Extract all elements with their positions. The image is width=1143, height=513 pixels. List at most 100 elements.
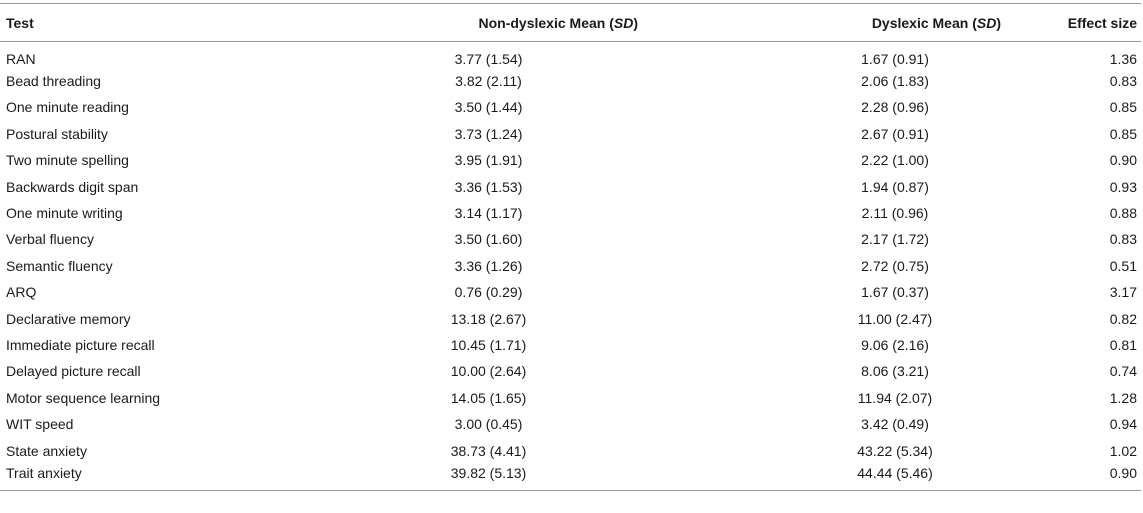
cell-test: State anxiety	[6, 442, 87, 459]
table-body: RAN 3.77 (1.54) 1.67 (0.91) 1.36 Bead th…	[0, 42, 1141, 491]
cell-effect-size: 0.93	[1109, 178, 1137, 195]
cell-test: RAN	[6, 50, 36, 67]
table-row: Two minute spelling 3.95 (1.91) 2.22 (1.…	[0, 147, 1141, 173]
cell-dyslexic: 1.94 (0.87)	[861, 178, 929, 195]
cell-effect-size: 0.74	[1109, 363, 1137, 380]
table-row: RAN 3.77 (1.54) 1.67 (0.91) 1.36	[0, 42, 1141, 68]
cell-effect-size: 0.82	[1109, 310, 1137, 327]
cell-dyslexic: 2.06 (1.83)	[861, 73, 929, 90]
cell-effect-size: 1.28	[1109, 389, 1137, 406]
cell-non-dyslexic: 3.95 (1.91)	[454, 152, 523, 169]
table-row: Verbal fluency 3.50 (1.60) 2.17 (1.72) 0…	[0, 226, 1141, 252]
cell-test: One minute reading	[6, 99, 129, 116]
cell-effect-size: 0.85	[1109, 99, 1137, 116]
table-header: Test Non-dyslexic Mean (SD) Dyslexic Mea…	[0, 3, 1141, 42]
table-row: State anxiety 38.73 (4.41) 43.22 (5.34) …	[0, 437, 1141, 463]
cell-test: ARQ	[6, 284, 37, 301]
header-non-dyslexic-sd: SD	[613, 14, 634, 31]
cell-dyslexic: 43.22 (5.34)	[857, 442, 933, 459]
header-effect-size: Effect size	[1059, 4, 1141, 42]
results-table: Test Non-dyslexic Mean (SD) Dyslexic Mea…	[0, 3, 1141, 491]
cell-non-dyslexic: 10.00 (2.64)	[450, 363, 527, 380]
cell-effect-size: 0.81	[1109, 336, 1137, 353]
header-test: Test	[0, 4, 246, 42]
table-row: Backwards digit span 3.36 (1.53) 1.94 (0…	[0, 173, 1141, 199]
cell-test: Backwards digit span	[6, 178, 139, 195]
table-row: WIT speed 3.00 (0.45) 3.42 (0.49) 0.94	[0, 411, 1141, 437]
cell-test: Postural stability	[6, 125, 108, 142]
table-row: Motor sequence learning 14.05 (1.65) 11.…	[0, 385, 1141, 411]
cell-effect-size: 0.94	[1109, 416, 1137, 433]
cell-test: One minute writing	[6, 205, 123, 222]
cell-test: Delayed picture recall	[6, 363, 141, 380]
cell-dyslexic: 2.28 (0.96)	[861, 99, 929, 116]
table-row: Postural stability 3.73 (1.24) 2.67 (0.9…	[0, 121, 1141, 147]
cell-non-dyslexic: 3.73 (1.24)	[454, 125, 523, 142]
cell-test: Semantic fluency	[6, 257, 113, 274]
cell-non-dyslexic: 38.73 (4.41)	[450, 442, 527, 459]
cell-non-dyslexic: 3.14 (1.17)	[454, 205, 523, 222]
cell-non-dyslexic: 3.82 (2.11)	[455, 73, 522, 90]
cell-test: Verbal fluency	[6, 231, 94, 248]
cell-effect-size: 0.90	[1109, 152, 1137, 169]
table-row: One minute writing 3.14 (1.17) 2.11 (0.9…	[0, 200, 1141, 226]
table-row: ARQ 0.76 (0.29) 1.67 (0.37) 3.17	[0, 279, 1141, 305]
cell-non-dyslexic: 39.82 (5.13)	[450, 464, 527, 481]
cell-effect-size: 1.02	[1109, 442, 1137, 459]
cell-dyslexic: 1.67 (0.37)	[861, 284, 929, 301]
table-row: Semantic fluency 3.36 (1.26) 2.72 (0.75)…	[0, 253, 1141, 279]
table-row: Immediate picture recall 10.45 (1.71) 9.…	[0, 332, 1141, 358]
cell-test: Bead threading	[6, 73, 101, 90]
cell-test: Immediate picture recall	[6, 336, 155, 353]
cell-non-dyslexic: 3.36 (1.26)	[454, 257, 523, 274]
cell-dyslexic: 2.17 (1.72)	[861, 231, 929, 248]
table-row: Bead threading 3.82 (2.11) 2.06 (1.83) 0…	[0, 68, 1141, 94]
cell-effect-size: 0.88	[1109, 205, 1137, 222]
cell-dyslexic: 8.06 (3.21)	[861, 363, 929, 380]
cell-effect-size: 1.36	[1109, 50, 1137, 67]
table-row: One minute reading 3.50 (1.44) 2.28 (0.9…	[0, 94, 1141, 120]
cell-test: WIT speed	[6, 416, 74, 433]
cell-dyslexic: 2.72 (0.75)	[861, 257, 929, 274]
cell-effect-size: 0.83	[1109, 231, 1137, 248]
cell-effect-size: 3.17	[1109, 284, 1137, 301]
cell-dyslexic: 9.06 (2.16)	[861, 336, 929, 353]
header-dyslexic-prefix: Dyslexic Mean (	[871, 14, 977, 31]
header-dyslexic: Dyslexic Mean (SD)	[731, 4, 1059, 42]
header-effect-size-label: Effect size	[1067, 14, 1137, 31]
table-row: Declarative memory 13.18 (2.67) 11.00 (2…	[0, 305, 1141, 331]
cell-non-dyslexic: 3.00 (0.45)	[454, 416, 523, 433]
cell-non-dyslexic: 10.45 (1.71)	[450, 336, 527, 353]
cell-non-dyslexic: 13.18 (2.67)	[450, 310, 527, 327]
header-dyslexic-sd: SD	[976, 14, 997, 31]
cell-dyslexic: 2.11 (0.96)	[861, 205, 929, 222]
cell-dyslexic: 11.94 (2.07)	[857, 389, 933, 406]
header-row: Test Non-dyslexic Mean (SD) Dyslexic Mea…	[0, 3, 1141, 42]
header-non-dyslexic: Non-dyslexic Mean (SD)	[246, 4, 731, 42]
cell-non-dyslexic: 3.77 (1.54)	[454, 50, 523, 67]
header-dyslexic-suffix: )	[996, 14, 1001, 31]
header-non-dyslexic-prefix: Non-dyslexic Mean (	[478, 14, 614, 31]
header-test-label: Test	[6, 14, 34, 31]
cell-dyslexic: 1.67 (0.91)	[861, 50, 929, 67]
cell-effect-size: 0.90	[1109, 464, 1137, 481]
cell-effect-size: 0.51	[1109, 257, 1137, 274]
table-row: Delayed picture recall 10.00 (2.64) 8.06…	[0, 358, 1141, 384]
cell-effect-size: 0.83	[1109, 73, 1137, 90]
cell-dyslexic: 2.67 (0.91)	[861, 125, 929, 142]
cell-test: Declarative memory	[6, 310, 131, 327]
cell-non-dyslexic: 3.50 (1.60)	[454, 231, 523, 248]
cell-non-dyslexic: 3.50 (1.44)	[454, 99, 523, 116]
cell-test: Two minute spelling	[6, 152, 129, 169]
cell-dyslexic: 3.42 (0.49)	[861, 416, 929, 433]
cell-test: Motor sequence learning	[6, 389, 161, 406]
cell-effect-size: 0.85	[1109, 125, 1137, 142]
cell-dyslexic: 11.00 (2.47)	[857, 310, 933, 327]
table-row: Trait anxiety 39.82 (5.13) 44.44 (5.46) …	[0, 464, 1141, 491]
cell-non-dyslexic: 3.36 (1.53)	[454, 178, 523, 195]
cell-dyslexic: 44.44 (5.46)	[857, 464, 933, 481]
cell-test: Trait anxiety	[6, 464, 82, 481]
cell-non-dyslexic: 0.76 (0.29)	[454, 284, 523, 301]
cell-non-dyslexic: 14.05 (1.65)	[450, 389, 527, 406]
